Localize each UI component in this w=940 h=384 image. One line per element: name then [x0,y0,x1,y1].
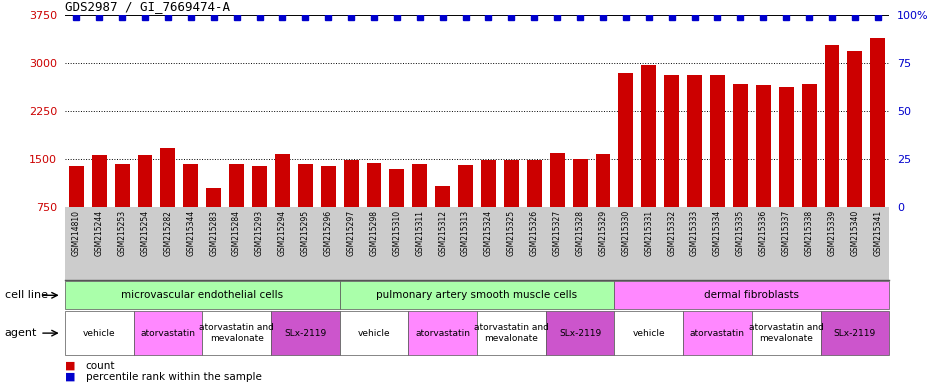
Bar [435,185,450,207]
Text: dermal fibroblasts: dermal fibroblasts [704,290,799,300]
Text: atorvastatin: atorvastatin [690,329,745,338]
Bar [252,166,267,207]
Bar [619,73,634,207]
Bar [161,149,176,207]
Bar [115,164,130,207]
Bar [92,155,106,207]
Text: atorvastatin: atorvastatin [140,329,196,338]
Bar [687,75,702,207]
Text: SLx-2119: SLx-2119 [559,329,602,338]
Bar [778,87,793,207]
Text: ■: ■ [65,361,75,371]
Bar [69,166,84,207]
Text: vehicle: vehicle [358,329,390,338]
Text: percentile rank within the sample: percentile rank within the sample [86,372,261,382]
Text: atorvastatin: atorvastatin [415,329,470,338]
Text: agent: agent [5,328,37,338]
Text: atorvastatin and
mevalonate: atorvastatin and mevalonate [749,323,823,343]
Text: atorvastatin and
mevalonate: atorvastatin and mevalonate [474,323,549,343]
Bar [137,155,152,207]
Bar [275,154,290,207]
Bar [526,160,541,207]
Bar [458,165,473,207]
Bar [183,164,198,207]
Text: ■: ■ [65,372,75,382]
Text: pulmonary artery smooth muscle cells: pulmonary artery smooth muscle cells [377,290,577,300]
Text: GDS2987 / GI_7669474-A: GDS2987 / GI_7669474-A [65,0,230,13]
Text: atorvastatin and
mevalonate: atorvastatin and mevalonate [199,323,274,343]
Text: SLx-2119: SLx-2119 [284,329,326,338]
Bar [389,169,404,207]
Bar [802,84,817,207]
Bar [481,160,496,207]
Bar [710,75,725,207]
Text: SLx-2119: SLx-2119 [834,329,876,338]
Bar [229,164,244,207]
Bar [344,160,358,207]
Bar [413,164,428,207]
Bar [321,166,336,207]
Bar [504,160,519,207]
Bar [665,75,679,207]
Bar [206,187,221,207]
Bar [572,159,588,207]
Bar [298,164,313,207]
Bar [870,38,885,207]
Bar [733,84,748,207]
Text: vehicle: vehicle [83,329,116,338]
Bar [756,85,771,207]
Bar [367,162,382,207]
Text: vehicle: vehicle [633,329,666,338]
Bar [596,154,610,207]
Bar [848,51,862,207]
Text: count: count [86,361,115,371]
Bar [824,45,839,207]
Bar [550,153,565,207]
Bar [641,65,656,207]
Text: microvascular endothelial cells: microvascular endothelial cells [121,290,283,300]
Text: cell line: cell line [5,290,48,300]
